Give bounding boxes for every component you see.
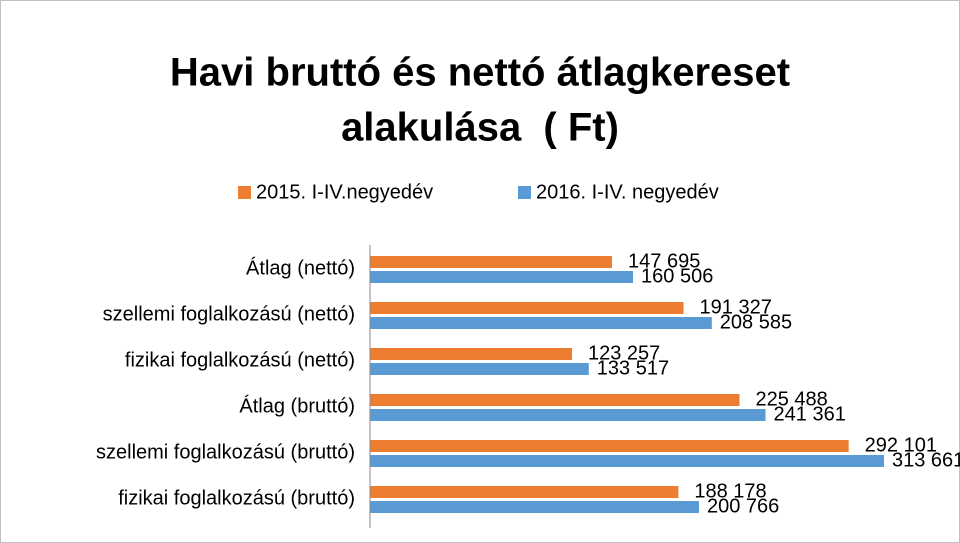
y-tick-label: Átlag (bruttó)	[239, 394, 355, 417]
chart-title: Havi bruttó és nettó átlagkereset	[170, 51, 790, 95]
data-label: 188 178	[694, 480, 766, 502]
data-label: 292 101	[865, 434, 937, 456]
bar	[370, 394, 740, 406]
data-label: 160 506	[641, 265, 713, 287]
y-tick-label: szellemi foglalkozású (nettó)	[103, 303, 355, 325]
y-tick-label: szellemi foglalkozású (bruttó)	[96, 441, 355, 463]
data-label: 208 585	[720, 311, 792, 333]
data-label: 225 488	[756, 388, 828, 410]
data-label: 123 257	[588, 342, 660, 364]
bar	[370, 363, 589, 375]
bar	[370, 455, 884, 467]
chart-title: alakulása ( Ft)	[341, 106, 619, 150]
y-tick-label: fizikai foglalkozású (bruttó)	[118, 487, 355, 509]
bar	[370, 440, 849, 452]
data-label: 133 517	[597, 357, 669, 379]
y-tick-label: fizikai foglalkozású (nettó)	[125, 349, 355, 371]
legend-swatch	[518, 186, 531, 199]
bar	[370, 302, 684, 314]
bar	[370, 348, 572, 360]
data-label: 313 661	[892, 449, 960, 471]
legend-label: 2016. I-IV. negyedév	[536, 181, 719, 203]
bar	[370, 256, 613, 268]
bar	[370, 501, 699, 513]
legend-swatch	[238, 186, 251, 199]
bar	[370, 271, 634, 283]
bar	[370, 317, 712, 329]
legend-label: 2015. I-IV.negyedév	[256, 181, 433, 203]
data-label: 241 361	[774, 403, 846, 425]
data-label: 191 327	[700, 296, 772, 318]
data-label: 200 766	[707, 495, 779, 517]
bar	[370, 486, 679, 498]
bar	[370, 409, 766, 421]
y-tick-label: Átlag (nettó)	[246, 256, 355, 279]
data-label: 147 695	[628, 250, 700, 272]
